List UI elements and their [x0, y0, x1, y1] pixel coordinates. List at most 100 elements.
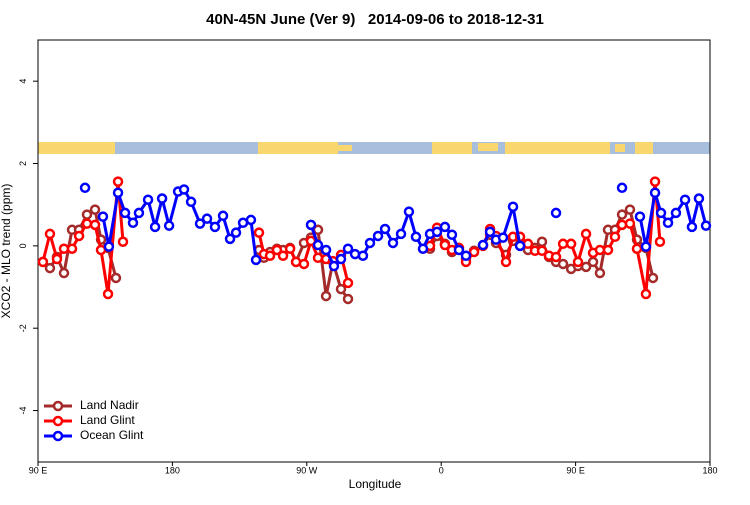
- legend-marker: [52, 400, 64, 412]
- data-point: [647, 272, 659, 284]
- data-point: [634, 211, 646, 222]
- data-point: [127, 217, 139, 229]
- land-band: [478, 143, 498, 151]
- y-tick-label: 0: [18, 243, 28, 248]
- data-point: [624, 204, 636, 215]
- data-point: [342, 293, 354, 305]
- data-point: [565, 238, 577, 250]
- data-point: [446, 229, 458, 240]
- data-point: [640, 241, 652, 252]
- data-point: [245, 214, 257, 226]
- data-point: [372, 230, 384, 242]
- data-point: [460, 250, 472, 261]
- data-point: [277, 250, 289, 261]
- land-band: [615, 144, 625, 152]
- data-point: [616, 182, 628, 194]
- land-band: [258, 142, 338, 154]
- data-point: [335, 283, 347, 295]
- data-point: [439, 239, 451, 251]
- data-point: [271, 244, 283, 256]
- data-point: [66, 243, 78, 254]
- legend-label: Land Glint: [80, 413, 135, 427]
- x-tick-label: 90 E: [566, 465, 585, 475]
- data-point: [312, 239, 324, 251]
- data-point: [156, 193, 168, 204]
- data-point: [679, 194, 691, 205]
- data-point: [514, 240, 526, 252]
- data-point: [439, 221, 451, 233]
- data-point: [497, 232, 509, 243]
- data-point: [209, 221, 221, 233]
- data-point: [112, 187, 124, 198]
- data-point: [284, 243, 296, 254]
- legend-marker: [52, 415, 64, 427]
- data-point: [431, 226, 443, 238]
- y-axis-label: XCO2 - MLO trend (ppm): [0, 184, 13, 319]
- x-tick-label: 90 E: [29, 465, 48, 475]
- data-point: [253, 227, 265, 238]
- data-point: [580, 261, 592, 273]
- data-point: [580, 228, 592, 240]
- data-point: [117, 236, 129, 247]
- data-point: [536, 245, 548, 257]
- x-axis-label: Longitude: [349, 477, 402, 491]
- data-point: [536, 236, 548, 247]
- data-point: [58, 243, 70, 254]
- data-point: [616, 209, 628, 220]
- x-tick-label: 90 W: [296, 465, 318, 475]
- data-point: [500, 256, 512, 268]
- data-point: [194, 218, 206, 229]
- data-point: [328, 260, 340, 272]
- x-tick-label: 180: [702, 465, 717, 475]
- data-point: [178, 184, 190, 195]
- data-point: [609, 231, 621, 243]
- data-point: [594, 244, 606, 256]
- land-band: [432, 142, 472, 154]
- y-tick-label: -4: [18, 407, 28, 415]
- data-point: [89, 219, 101, 231]
- data-point: [670, 207, 682, 219]
- data-point: [305, 219, 317, 231]
- land-band: [505, 142, 610, 154]
- data-point: [468, 246, 480, 258]
- data-point: [417, 243, 429, 254]
- data-point: [453, 244, 465, 256]
- data-point: [163, 220, 175, 231]
- land-band: [635, 142, 653, 154]
- data-point: [149, 221, 161, 233]
- data-point: [320, 244, 332, 256]
- data-point: [649, 187, 661, 198]
- data-point: [102, 288, 114, 300]
- data-point: [550, 251, 562, 263]
- data-point: [410, 231, 422, 243]
- data-point: [230, 227, 242, 238]
- plot-frame: [37, 39, 711, 463]
- legend-label: Ocean Glint: [80, 428, 144, 442]
- data-point: [550, 207, 562, 219]
- land-ocean-strip: [38, 142, 710, 154]
- data-point: [58, 267, 70, 279]
- data-point: [403, 206, 415, 217]
- data-point: [662, 217, 674, 229]
- data-point: [312, 252, 324, 264]
- data-point: [640, 288, 652, 300]
- series: [79, 182, 712, 272]
- data-point: [686, 221, 698, 233]
- data-point: [37, 256, 49, 268]
- data-point: [395, 228, 407, 240]
- data-point: [264, 250, 276, 261]
- data-point: [97, 211, 109, 222]
- data-point: [654, 236, 666, 247]
- data-point: [119, 207, 131, 219]
- data-point: [572, 256, 584, 268]
- data-point: [477, 239, 489, 251]
- data-point: [185, 196, 197, 208]
- data-point: [342, 277, 354, 289]
- data-point: [133, 207, 145, 219]
- data-point: [700, 220, 712, 231]
- data-point: [693, 193, 705, 204]
- data-point: [110, 272, 122, 284]
- data-point: [217, 210, 229, 222]
- data-point: [387, 237, 399, 249]
- data-point: [364, 237, 376, 249]
